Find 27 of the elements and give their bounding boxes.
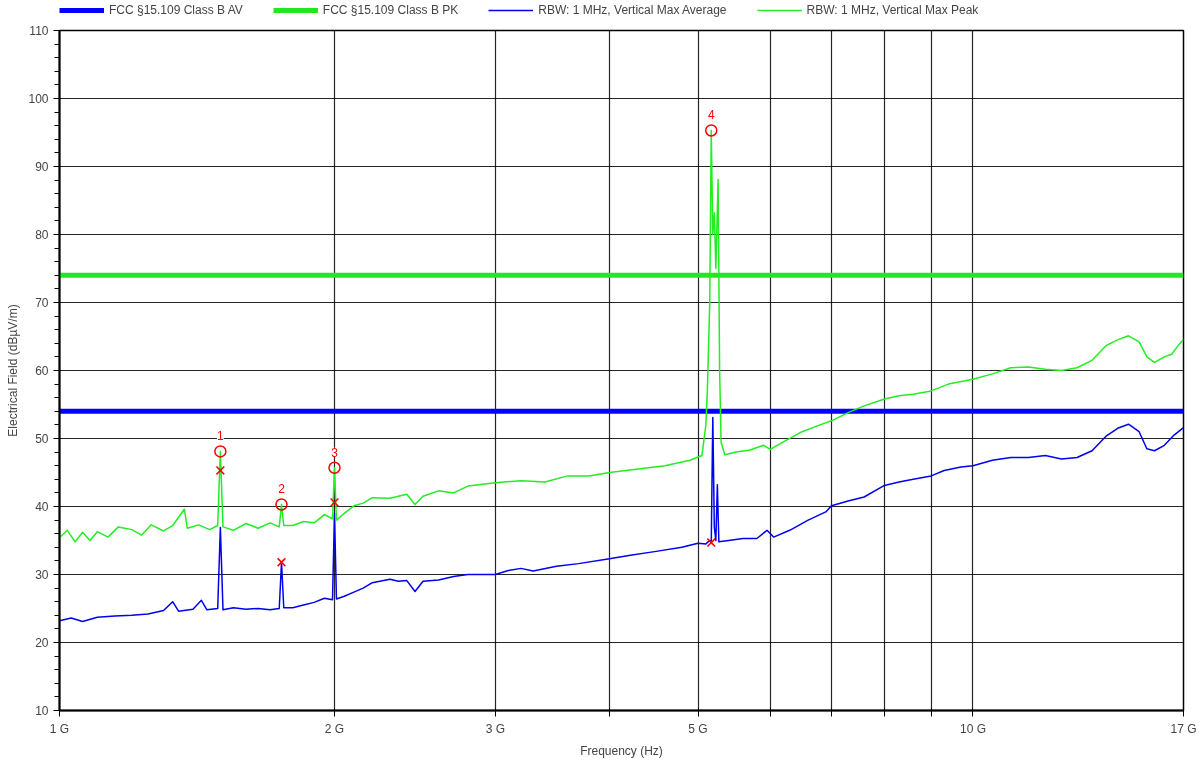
- y-tick-label: 70: [35, 296, 49, 310]
- y-tick-label: 80: [35, 228, 49, 242]
- y-tick-label: 40: [35, 500, 49, 514]
- annotation: 3: [331, 445, 339, 460]
- annotation: 2: [278, 482, 286, 497]
- x-tick-label: 17 G: [1170, 721, 1197, 736]
- y-tick-label: 20: [35, 636, 49, 650]
- y-tick-label: 110: [29, 24, 49, 38]
- x-tick-label: 2 G: [324, 721, 345, 736]
- annotation: 1: [217, 429, 225, 444]
- y-tick-label: 100: [28, 92, 49, 106]
- y-tick-label: 10: [35, 704, 49, 718]
- x-tick-label: 1 G: [49, 721, 70, 736]
- annotation: 4: [707, 108, 715, 123]
- x-tick-label: 5 G: [688, 721, 708, 736]
- y-tick-label: 30: [35, 568, 49, 582]
- x-tick-label: 10 G: [959, 721, 986, 736]
- legend-label: FCC §15.109 Class B AV: [109, 3, 243, 17]
- legend-label: RBW: 1 MHz, Vertical Max Peak: [806, 3, 979, 17]
- y-tick-label: 50: [35, 432, 49, 446]
- y-axis-title: Electrical Field (dBµV/m): [6, 304, 21, 437]
- x-tick-label: 3 G: [485, 721, 506, 736]
- legend-label: RBW: 1 MHz, Vertical Max Average: [538, 3, 727, 17]
- y-tick-label: 90: [35, 160, 49, 174]
- y-tick-label: 60: [35, 364, 49, 378]
- legend-label: FCC §15.109 Class B PK: [322, 3, 459, 17]
- x-axis-title: Frequency (Hz): [580, 743, 663, 758]
